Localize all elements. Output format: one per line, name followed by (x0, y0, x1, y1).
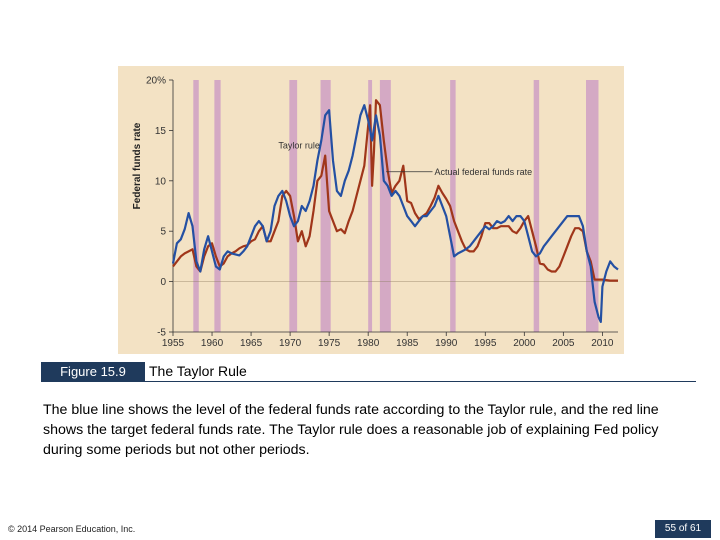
x-tick-label: 1970 (279, 338, 302, 349)
recession-band (450, 80, 456, 332)
x-tick-label: 2010 (591, 338, 614, 349)
x-tick-label: 1985 (396, 338, 419, 349)
x-tick-label: 1990 (435, 338, 458, 349)
figure-number-badge: Figure 15.9 (41, 362, 145, 382)
y-tick-label: -5 (157, 328, 166, 339)
figure-caption: The blue line shows the level of the fed… (43, 402, 659, 458)
taylor-rule-series-line (171, 104, 619, 323)
x-tick-label: 1995 (474, 338, 497, 349)
recession-band (320, 80, 331, 332)
recession-band (289, 80, 298, 332)
chart: 20% 15 10 5 0 -5 1955 1960 1965 1970 1975 1980 1985 1… (118, 66, 624, 354)
x-tick-label: 1955 (162, 338, 185, 349)
x-tick-label: 1965 (240, 338, 263, 349)
figure-title: The Taylor Rule (149, 363, 247, 379)
y-tick-label: 20% (146, 76, 166, 87)
recession-band (214, 80, 221, 332)
copyright-text: © 2014 Pearson Education, Inc. (8, 524, 136, 534)
y-tick-label: 5 (160, 227, 166, 238)
annotation-label: Taylor rule (278, 141, 320, 151)
annotation-label: Actual federal funds rate (435, 167, 533, 177)
page-number-badge[interactable]: 55 of 61 (655, 520, 711, 538)
x-tick-label: 1975 (318, 338, 341, 349)
recession-band (193, 80, 199, 332)
y-tick-label: 0 (160, 277, 166, 288)
recession-band (533, 80, 540, 332)
title-divider (145, 381, 696, 382)
x-tick-label: 1960 (201, 338, 224, 349)
y-tick-label: 15 (155, 126, 167, 137)
x-tick-label: 2000 (513, 338, 536, 349)
y-axis-label: Federal funds rate (132, 122, 143, 209)
recession-band (379, 80, 391, 332)
x-tick-label: 1980 (357, 338, 380, 349)
recession-band (368, 80, 373, 332)
recession-band (585, 80, 599, 332)
x-tick-label: 2005 (552, 338, 575, 349)
y-tick-label: 10 (155, 176, 167, 187)
